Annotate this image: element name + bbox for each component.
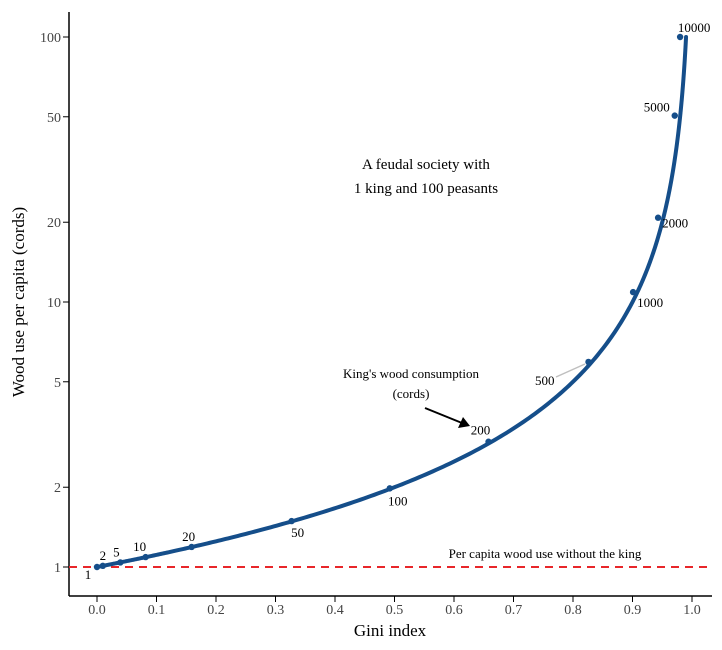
x-tick-label: 0.1 — [148, 603, 166, 618]
data-point-label: 2000 — [662, 216, 688, 231]
y-tick-label: 10 — [47, 296, 61, 311]
y-tick-label: 1 — [54, 561, 61, 576]
x-tick-label: 0.3 — [267, 603, 285, 618]
point-labels: 12 5 10 20 50 100 200 500 1000 2000 5000 10000 — [85, 20, 711, 582]
data-point — [629, 288, 637, 296]
x-tick-label: 0.8 — [564, 603, 582, 618]
x-axis-title: Gini index — [354, 621, 427, 640]
y-ticks: 1 2 5 10 20 50 100 — [40, 31, 69, 576]
y-axis-title: Wood use per capita (cords) — [9, 207, 28, 397]
data-point-label: 5000 — [644, 100, 670, 115]
x-tick-label: 0.0 — [88, 603, 106, 618]
data-point-label: 10000 — [678, 20, 711, 35]
label-leader-500 — [555, 363, 586, 378]
x-tick-label: 0.9 — [624, 603, 642, 618]
y-tick-label: 5 — [54, 376, 61, 391]
y-tick-label: 20 — [47, 216, 61, 231]
king-annotation-line1: King's wood consumption — [343, 366, 479, 381]
data-point-label: 1000 — [637, 295, 663, 310]
data-point — [99, 562, 107, 570]
data-point — [93, 563, 101, 571]
data-point-label: 20 — [182, 529, 195, 544]
data-point — [585, 358, 592, 366]
data-point — [386, 485, 393, 492]
data-point — [485, 438, 492, 445]
data-points — [93, 33, 684, 571]
y-tick-label: 100 — [40, 31, 61, 46]
x-ticks: 0.0 0.1 0.2 0.3 0.4 0.5 0.6 0.7 0.8 0.9 1.0 — [88, 596, 701, 618]
x-tick-label: 1.0 — [683, 603, 701, 618]
y-tick-label: 50 — [47, 111, 61, 126]
data-point — [654, 214, 662, 221]
data-point-label: 10 — [133, 539, 146, 554]
data-point-label: 50 — [291, 525, 304, 540]
data-point-label: 100 — [388, 493, 408, 508]
data-point-label: 500 — [535, 373, 555, 388]
data-point-label: 1 — [85, 567, 92, 582]
king-annotation-arrowhead — [458, 417, 470, 428]
data-point — [117, 559, 124, 566]
data-point — [188, 543, 195, 551]
data-point — [142, 553, 149, 561]
society-annotation-line1: A feudal society with — [362, 157, 490, 173]
king-annotation-arrow — [424, 407, 463, 424]
x-tick-label: 0.5 — [386, 603, 404, 618]
data-point-label: 2 — [100, 548, 107, 563]
king-annotation-line2: (cords) — [393, 386, 430, 401]
x-tick-label: 0.6 — [445, 603, 463, 618]
data-point — [288, 517, 295, 525]
data-point-label: 200 — [471, 423, 491, 438]
x-tick-label: 0.4 — [326, 603, 344, 618]
data-point — [671, 112, 678, 119]
society-annotation-line2: 1 king and 100 peasants — [354, 181, 498, 197]
y-tick-label: 2 — [54, 481, 61, 496]
x-tick-label: 0.7 — [505, 603, 523, 618]
data-point — [676, 33, 684, 41]
data-point-label: 5 — [113, 544, 120, 559]
x-tick-label: 0.2 — [207, 603, 225, 618]
reference-line-label: Per capita wood use without the king — [449, 546, 642, 561]
